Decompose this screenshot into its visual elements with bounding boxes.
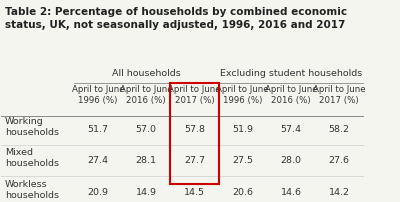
Text: 28.0: 28.0 — [280, 156, 302, 165]
Text: 27.7: 27.7 — [184, 156, 205, 165]
Text: 58.2: 58.2 — [329, 125, 350, 134]
Text: 51.9: 51.9 — [232, 125, 253, 134]
Text: Workless
households: Workless households — [5, 180, 59, 200]
Text: April to June
1996 (%): April to June 1996 (%) — [72, 85, 124, 105]
Text: 28.1: 28.1 — [136, 156, 157, 165]
Text: Working
households: Working households — [5, 117, 59, 137]
Text: April to June
2016 (%): April to June 2016 (%) — [120, 85, 172, 105]
Text: 27.5: 27.5 — [232, 156, 253, 165]
Text: 14.5: 14.5 — [184, 188, 205, 197]
Text: Table 2: Percentage of households by combined economic
status, UK, not seasonall: Table 2: Percentage of households by com… — [5, 7, 347, 30]
Text: 27.4: 27.4 — [88, 156, 108, 165]
Text: 14.6: 14.6 — [280, 188, 302, 197]
Text: All households: All households — [112, 69, 180, 78]
Text: 57.0: 57.0 — [136, 125, 157, 134]
Text: 57.4: 57.4 — [280, 125, 302, 134]
Text: 14.2: 14.2 — [329, 188, 350, 197]
Text: April to June
2016 (%): April to June 2016 (%) — [265, 85, 317, 105]
Text: April to June
1996 (%): April to June 1996 (%) — [216, 85, 269, 105]
Text: Excluding student households: Excluding student households — [220, 69, 362, 78]
Text: April to June
2017 (%): April to June 2017 (%) — [168, 85, 221, 105]
Text: 57.8: 57.8 — [184, 125, 205, 134]
Text: 27.6: 27.6 — [329, 156, 350, 165]
Text: Mixed
households: Mixed households — [5, 148, 59, 168]
Text: 20.9: 20.9 — [88, 188, 108, 197]
Text: 20.6: 20.6 — [232, 188, 253, 197]
Text: 14.9: 14.9 — [136, 188, 157, 197]
Text: April to June
2017 (%): April to June 2017 (%) — [313, 85, 366, 105]
Text: 51.7: 51.7 — [88, 125, 108, 134]
